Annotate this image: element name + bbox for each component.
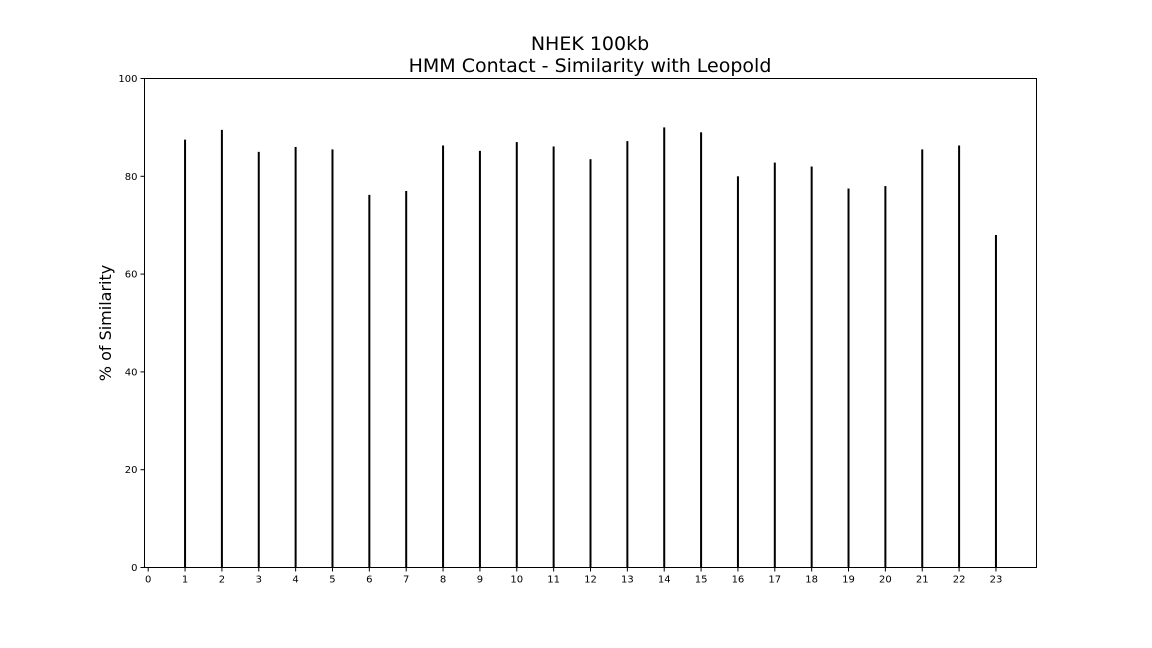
x-tick-label: 6	[366, 575, 372, 586]
y-tick-label: 0	[131, 563, 137, 574]
bars-layer	[184, 127, 997, 568]
y-tick-label: 100	[118, 74, 137, 85]
x-tick-label: 17	[768, 575, 781, 586]
chart-subtitle: HMM Contact - Similarity with Leopold	[409, 55, 772, 77]
x-tick-label: 16	[732, 575, 745, 586]
y-tick-label: 80	[125, 172, 138, 183]
x-tick-label: 15	[695, 575, 708, 586]
bar-21	[921, 149, 924, 568]
bar-4	[294, 146, 297, 568]
y-axis-label: % of Similarity	[96, 265, 115, 381]
bar-2	[220, 129, 223, 568]
x-tick-label: 20	[879, 575, 892, 586]
x-tick-label: 12	[584, 575, 597, 586]
x-tick-label: 22	[953, 575, 966, 586]
x-tick-label: 14	[658, 575, 671, 586]
chart-title: NHEK 100kb	[531, 33, 649, 55]
bar-6	[368, 194, 371, 568]
x-tick-label: 8	[440, 575, 446, 586]
x-tick-label: 1	[182, 575, 188, 586]
bar-20	[884, 186, 887, 568]
bar-15	[700, 132, 703, 568]
x-tick-label: 19	[842, 575, 855, 586]
bar-16	[736, 176, 739, 568]
bar-18	[810, 166, 813, 568]
x-tick-label: 5	[329, 575, 335, 586]
bar-10	[515, 142, 518, 568]
x-tick-label: 21	[916, 575, 929, 586]
bar-8	[442, 145, 445, 568]
bar-7	[405, 190, 408, 568]
bar-17	[773, 162, 776, 568]
x-axis-ticks: 0 1 2 3 4 5 6 7 8 9 10 11 12 13 14 15 16 17 18 19 20 21 22 23	[145, 567, 1003, 586]
bar-22	[958, 145, 961, 568]
x-tick-label: 10	[510, 575, 523, 586]
x-tick-label: 23	[990, 575, 1003, 586]
bar-12	[589, 159, 592, 568]
plot-area-frame	[144, 78, 1037, 568]
bar-14	[663, 127, 666, 568]
x-tick-label: 7	[403, 575, 409, 586]
bar-3	[257, 151, 260, 568]
x-tick-label: 11	[547, 575, 560, 586]
y-axis-ticks: 0 20 40 60 80 100	[118, 74, 145, 574]
bar-13	[626, 141, 629, 568]
x-tick-label: 18	[805, 575, 818, 586]
x-tick-label: 13	[621, 575, 634, 586]
y-tick-label: 20	[125, 465, 138, 476]
y-tick-label: 60	[125, 270, 138, 281]
x-tick-label: 9	[477, 575, 483, 586]
x-tick-label: 3	[256, 575, 262, 586]
x-tick-label: 4	[292, 575, 298, 586]
x-tick-label: 2	[219, 575, 225, 586]
bar-5	[331, 149, 334, 568]
bar-9	[478, 150, 481, 568]
y-tick-label: 40	[125, 367, 138, 378]
x-tick-label: 0	[145, 575, 151, 586]
bar-1	[184, 139, 187, 568]
bar-19	[847, 188, 850, 568]
bar-11	[552, 146, 555, 568]
bar-23	[994, 234, 997, 568]
